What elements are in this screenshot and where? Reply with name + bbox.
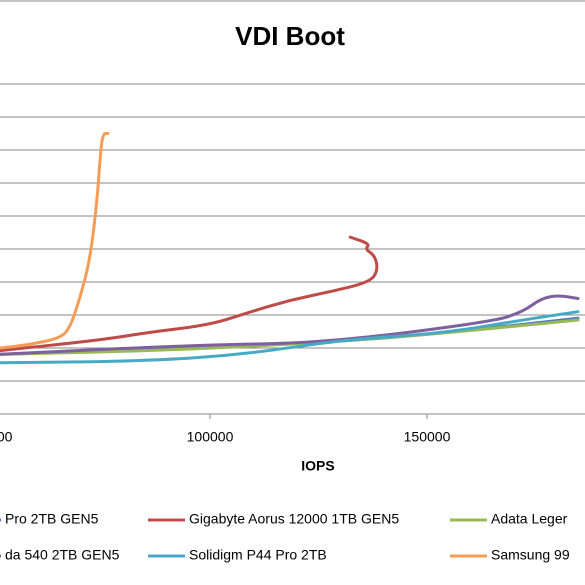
chart-title: VDI Boot <box>235 21 345 51</box>
series-line <box>0 132 110 350</box>
legend-label: Samsung 99 <box>491 547 570 563</box>
legend-label: Adata Leger <box>491 511 568 527</box>
series-line <box>0 310 580 365</box>
x-axis-title: IOPS <box>301 458 334 474</box>
series-line <box>0 235 379 353</box>
x-tick-label: 150000 <box>404 429 451 445</box>
legend-label: da 540 2TB GEN5 <box>5 547 120 563</box>
legend-label: Solidigm P44 Pro 2TB <box>189 547 327 563</box>
legend-label: Gigabyte Aorus 12000 1TB GEN5 <box>189 511 399 527</box>
x-tick-label: 100000 <box>187 429 234 445</box>
series-line <box>0 294 580 356</box>
x-tick-label: 50000 <box>0 429 13 445</box>
legend-label: Pro 2TB GEN5 <box>5 511 99 527</box>
